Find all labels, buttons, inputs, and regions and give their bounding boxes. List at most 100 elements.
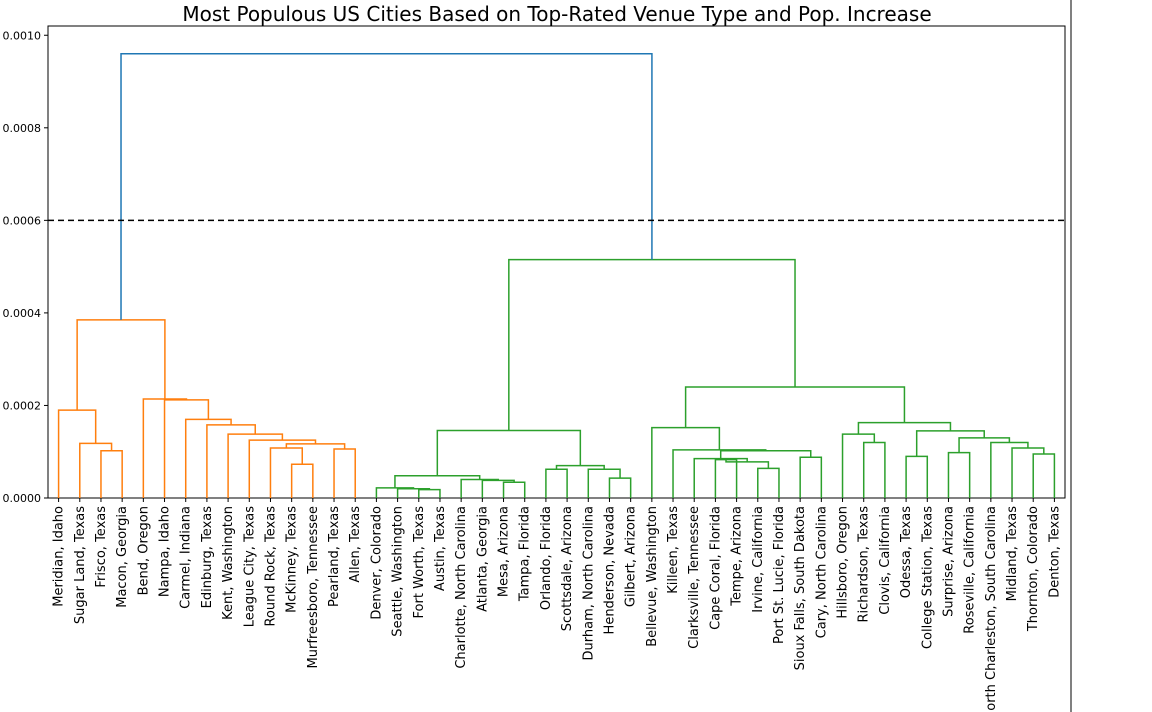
dendrogram-link [120,53,653,320]
leaf-label: League City, Texas [242,506,257,628]
leaf-label: Cary, North Carolina [814,506,829,638]
leaf-label: Bend, Oregon [136,506,151,595]
dendrogram-link [857,421,952,435]
leaf-label: Scottsdale, Arizona [560,506,575,631]
y-tick-label: 0.0010 [3,29,42,42]
leaf-label: Richardson, Texas [857,506,872,623]
leaf-label: Sugar Land, Texas [73,506,88,624]
dendrogram-link [693,457,748,498]
y-axis: 0.0000 0.0002 0.0004 0.0006 0.0008 0.0010 [3,29,48,505]
dendrogram-link [958,437,1011,453]
x-axis: Meridian, Idaho Sugar Land, Texas Frisco, … [52,498,1062,712]
leaf-label: Tempe, Arizona [730,506,745,607]
leaf-label: Atlanta, Georgia [475,506,490,612]
y-tick-label: 0.0008 [3,122,42,135]
leaf-label: Clarksville, Tennessee [687,506,702,649]
dendrogram-link [905,455,929,498]
leaf-label: College Station, Texas [920,506,935,649]
dendrogram-link [587,468,621,498]
leaf-label: Sioux Falls, South Dakota [793,506,808,670]
dendrogram-link [502,481,526,498]
dendrogram-link [990,441,1029,498]
dendrogram-link [57,409,97,498]
dendrogram-link [285,443,346,449]
dendrogram-link [725,459,770,469]
dendrogram-link [862,441,886,498]
leaf-label: Kent, Washington [221,506,236,620]
y-tick-label: 0.0000 [3,492,42,505]
dendrogram-link [651,426,721,498]
dendrogram-link [915,430,985,457]
dendrogram-link [227,433,284,498]
dendrogram-link [248,439,317,498]
leaf-label: Seattle, Washington [391,506,406,637]
leaf-label: Charlotte, North Carolina [454,506,469,669]
leaf-label: Edinburg, Texas [200,506,215,609]
dendrogram-link [290,463,314,498]
leaf-label: Mesa, Arizona [497,506,512,597]
dendrogram-link [184,418,232,498]
leaf-label: Allen, Texas [348,506,363,583]
leaf-label: Carmel, Indiana [179,506,194,609]
dendrogram-link [947,451,971,498]
dendrogram-link [100,450,123,498]
leaf-label: Durham, North Carolina [581,506,596,660]
dendrogram-link [460,478,499,498]
dendrogram-link [375,487,415,498]
leaf-label: Meridian, Idaho [52,506,67,607]
leaf-label: Fort Worth, Texas [412,506,427,619]
dendrogram-link [481,479,515,498]
dendrogram-links [57,53,1056,498]
leaf-label: Irvine, California [751,506,766,613]
leaf-label: Henderson, Nevada [602,506,617,634]
leaf-label: Austin, Texas [433,506,448,591]
leaf-label: Gilbert, Arizona [624,506,639,607]
leaf-label: Odessa, Texas [899,506,914,598]
dendrogram-link [76,319,166,411]
dendrogram-link [1032,453,1056,498]
leaf-label: Surprise, Arizona [941,506,956,617]
y-tick-label: 0.0004 [3,307,42,320]
leaf-label: Hillsboro, Oregon [836,506,851,619]
dendrogram-link [757,467,780,498]
plot-area [47,25,1066,499]
leaf-label: Tampa, Florida [518,506,533,602]
leaf-label: Bellevue, Washington [645,506,660,647]
dendrogram-link [333,448,356,498]
leaf-label: Frisco, Texas [94,506,109,588]
dendrogram-link [684,386,906,428]
leaf-label: Thornton, Colorado [1026,506,1041,632]
leaf-label: Murfreesboro, Tennessee [306,506,321,668]
dendrogram-link [555,464,605,470]
dendrogram-link [672,449,767,498]
y-tick-label: 0.0002 [3,399,42,412]
leaf-label: Pearland, Texas [327,506,342,607]
leaf-label: Roseville, California [963,506,978,634]
leaf-label: Macon, Georgia [115,506,130,608]
dendrogram-link [841,433,876,498]
y-tick-label: 0.0006 [3,214,42,227]
dendrogram-link [719,450,812,459]
leaf-label: Nampa, Idaho [158,506,173,597]
leaf-label: Denver, Colorado [369,506,384,620]
leaf-label: Round Rock, Texas [263,506,278,627]
leaf-label: McKinney, Texas [285,506,300,613]
dendrogram-link [608,477,632,498]
chart-title: Most Populous US Cities Based on Top-Rat… [182,2,931,26]
leaf-label: Port St. Lucie, Florida [772,506,787,644]
leaf-label: Denton, Texas [1047,506,1062,598]
dendrogram-link [799,456,823,498]
dendrogram-link [79,442,113,498]
dendrogram-link [269,447,303,498]
dendrogram-link [508,258,796,431]
dendrogram-link [394,475,481,488]
dendrogram-link [418,488,441,498]
dendrogram-link [714,458,738,498]
dendrogram-link [1011,447,1045,498]
leaf-label: North Charleston, South Carolina [984,506,999,712]
dendrogram-link [142,398,188,498]
dendrogram-link [545,468,568,498]
leaf-label: Orlando, Florida [539,506,554,610]
leaf-label: Cape Coral, Florida [708,506,723,630]
